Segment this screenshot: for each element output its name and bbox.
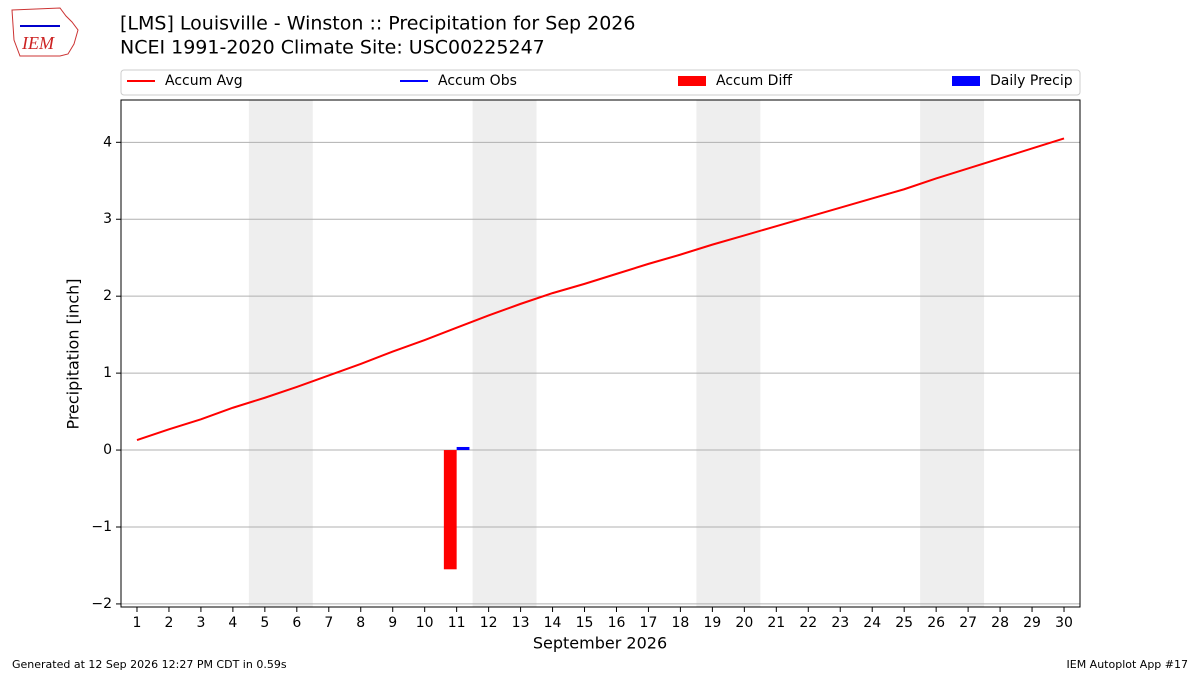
footer-left: Generated at 12 Sep 2026 12:27 PM CDT in… — [12, 658, 287, 671]
weekend-shade — [248, 100, 313, 607]
legend-box — [120, 69, 1081, 96]
x-tick-label: 2 — [164, 615, 173, 631]
logo-outline — [11, 7, 79, 57]
y-tick-label: −2 — [91, 596, 112, 612]
series-line — [136, 137, 1065, 441]
x-axis-label: September 2026 — [533, 634, 667, 653]
x-tick-label: 13 — [512, 615, 530, 631]
plot-frame — [120, 99, 1081, 608]
x-tick-label: 16 — [608, 615, 626, 631]
x-tick-label: 20 — [735, 615, 753, 631]
x-tick-label: 23 — [831, 615, 849, 631]
x-tick-label: 6 — [292, 615, 301, 631]
x-tick-label: 22 — [799, 615, 817, 631]
chart-subtitle: NCEI 1991-2020 Climate Site: USC00225247 — [120, 37, 545, 59]
x-tick-label: 27 — [959, 615, 977, 631]
x-tick-label: 17 — [640, 615, 658, 631]
legend-swatch — [678, 76, 706, 86]
x-tick-label: 14 — [544, 615, 562, 631]
x-tick-label: 30 — [1055, 615, 1073, 631]
x-tick-label: 21 — [767, 615, 785, 631]
x-tick-label: 19 — [703, 615, 721, 631]
x-tick-label: 26 — [927, 615, 945, 631]
chart-title: [LMS] Louisville - Winston :: Precipitat… — [120, 13, 635, 35]
y-tick-label: 4 — [103, 134, 112, 150]
x-tick-label: 29 — [1023, 615, 1041, 631]
x-tick-label: 5 — [260, 615, 269, 631]
y-axis-label: Precipitation [inch] — [64, 278, 83, 429]
weekend-shade — [472, 100, 537, 607]
y-tick-label: −1 — [91, 519, 112, 535]
x-tick-label: 10 — [416, 615, 434, 631]
y-tick-label: 2 — [103, 288, 112, 304]
y-tick-label: 1 — [103, 365, 112, 381]
bar — [456, 446, 470, 451]
weekend-shade — [920, 100, 985, 607]
x-tick-label: 1 — [133, 615, 142, 631]
x-tick-label: 25 — [895, 615, 913, 631]
x-tick-label: 28 — [991, 615, 1009, 631]
legend-swatch — [952, 76, 980, 86]
x-tick-label: 24 — [863, 615, 881, 631]
weekend-shade — [696, 100, 761, 607]
legend-label: Accum Obs — [438, 73, 517, 89]
x-tick-label: 8 — [356, 615, 365, 631]
x-tick-label: 3 — [196, 615, 205, 631]
x-tick-label: 18 — [672, 615, 690, 631]
y-tick-label: 0 — [103, 442, 112, 458]
legend-label: Daily Precip — [990, 73, 1073, 89]
y-tick-label: 3 — [103, 211, 112, 227]
x-tick-label: 11 — [448, 615, 466, 631]
x-tick-label: 7 — [324, 615, 333, 631]
bar — [443, 450, 457, 570]
legend-label: Accum Avg — [165, 73, 243, 89]
x-tick-label: 15 — [576, 615, 594, 631]
legend-label: Accum Diff — [716, 73, 792, 89]
x-tick-label: 4 — [228, 615, 237, 631]
x-tick-label: 9 — [388, 615, 397, 631]
footer-right: IEM Autoplot App #17 — [1067, 658, 1189, 671]
logo: IEM — [11, 7, 79, 57]
logo-text: IEM — [21, 33, 55, 53]
x-tick-label: 12 — [480, 615, 498, 631]
